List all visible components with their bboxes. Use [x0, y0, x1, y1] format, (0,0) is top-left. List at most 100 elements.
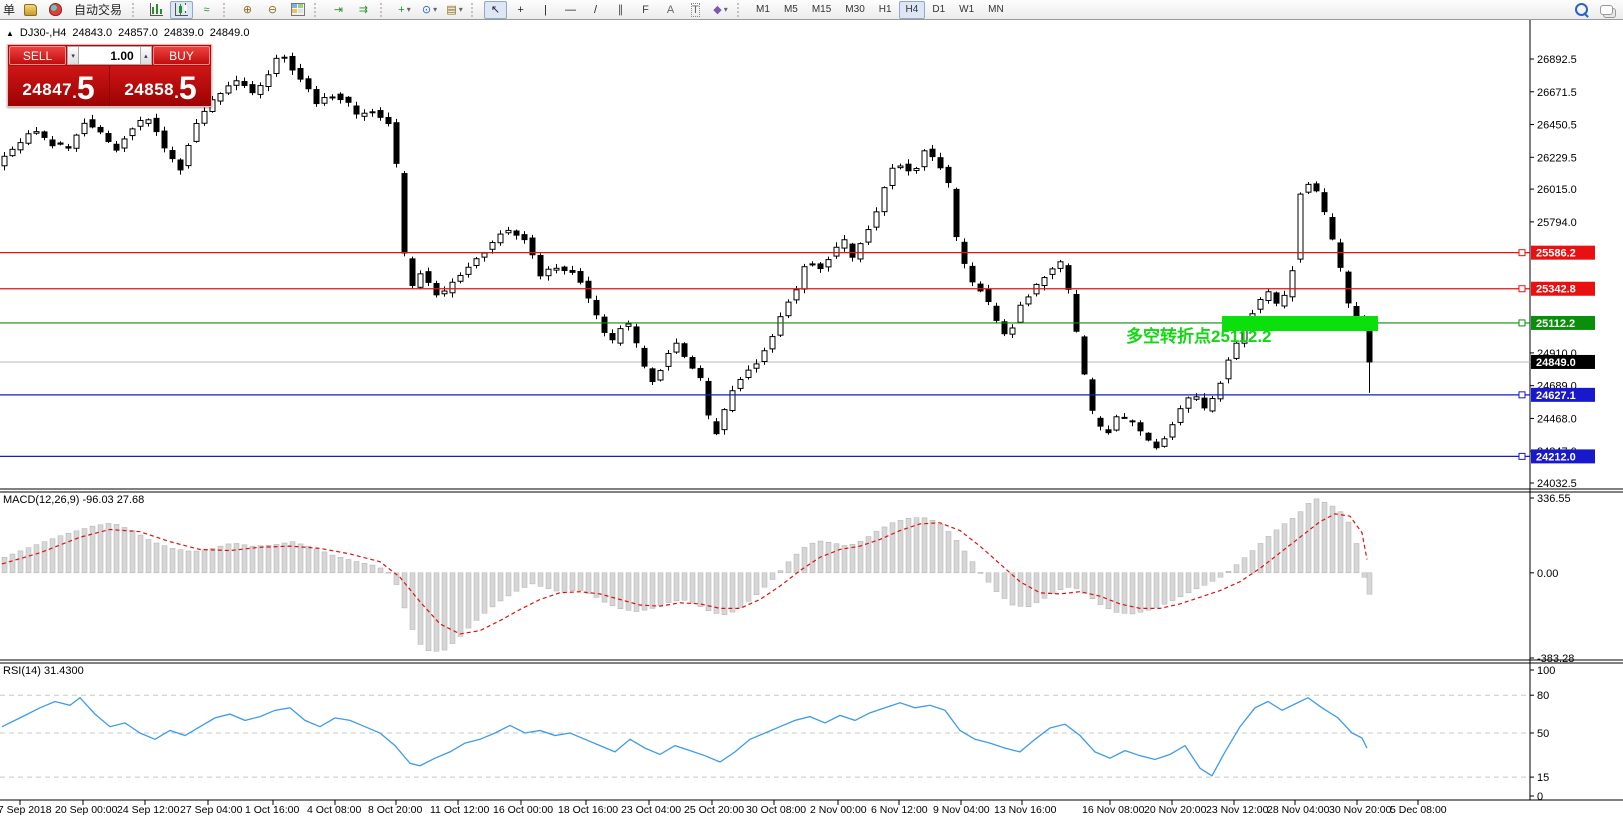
dropdown-caret-icon[interactable]: ▾ [406, 5, 411, 14]
symbol-ohlc-bar: ▲ DJ30-,H4 24843.0 24857.0 24839.0 24849… [6, 27, 249, 39]
rsi-name: RSI(14) [3, 665, 41, 677]
toolbar-separator [737, 2, 746, 17]
timeframe-M15[interactable]: M15 [811, 4, 832, 15]
date-label: 17 Sep 2018 [0, 804, 52, 816]
date-label: 16 Oct 00:00 [493, 804, 553, 816]
chart-window: 26892.5 26671.5 26450.5 26229.5 26015.0 25794… [0, 20, 1623, 820]
tile-windows-icon[interactable] [286, 1, 309, 19]
rsi-value: 31.4300 [43, 665, 84, 677]
sell-button[interactable]: SELL [9, 46, 66, 65]
horizontal-line-icon[interactable]: — [559, 1, 582, 19]
toolbar-right-icons [1575, 3, 1613, 16]
search-icon[interactable] [1575, 3, 1588, 16]
dropdown-caret-icon[interactable]: ▾ [433, 5, 438, 14]
rsi-tick-label: 0 [1537, 791, 1543, 803]
zoom-in-icon[interactable]: ⊕ [236, 1, 259, 19]
periods-icon: ⊙ [421, 4, 432, 16]
timeframe-H1[interactable]: H1 [878, 4, 892, 15]
fibonacci-icon[interactable]: F [634, 1, 657, 19]
timeframe-MN[interactable]: MN [988, 4, 1004, 15]
shift-chart-icon[interactable]: ⇥ [327, 1, 350, 19]
trash-bucket-icon[interactable] [44, 1, 67, 19]
trendline-icon: / [594, 3, 598, 16]
price-tick-label: 26015.0 [1537, 184, 1577, 196]
timeframe-M1[interactable]: M1 [756, 4, 770, 15]
new-order-icon [24, 3, 38, 16]
timeframe-M5[interactable]: M5 [783, 4, 798, 15]
buy-price[interactable]: 24858 . 5 [110, 66, 211, 106]
date-label: 28 Nov 04:00 [1267, 804, 1330, 816]
chart-canvas: 26892.5 26671.5 26450.5 26229.5 26015.0 25794… [0, 20, 1623, 816]
macd-signal-line [1, 513, 1368, 635]
toolbar-separator [380, 2, 389, 17]
text-label-icon[interactable]: T [684, 1, 707, 19]
timeframe-D1[interactable]: D1 [932, 4, 946, 15]
buy-price-big-digit: 5 [178, 70, 197, 106]
rsi-tick-label: 80 [1537, 690, 1549, 702]
dropdown-caret-icon[interactable]: ▾ [723, 5, 728, 14]
zoom-in-icon: ⊕ [242, 4, 253, 16]
trendline-icon[interactable]: / [584, 1, 607, 19]
date-label: 11 Oct 12:00 [430, 804, 490, 816]
chat-icon[interactable] [1600, 4, 1613, 15]
line-chart-icon[interactable]: ≈ [195, 1, 218, 19]
volume-stepper: ▾ ▴ [67, 46, 152, 65]
crosshair-icon[interactable]: + [509, 1, 532, 19]
price-tick-label: 24032.5 [1537, 478, 1577, 490]
volume-input[interactable] [79, 46, 140, 65]
level-handle[interactable] [1518, 452, 1526, 460]
text-icon[interactable]: A [659, 1, 682, 19]
toolbar-separator [471, 2, 480, 17]
price-tag: 25342.8 [1536, 284, 1576, 296]
auto-scroll-icon: ⇉ [358, 4, 369, 16]
toolbar-separator [223, 2, 232, 17]
rsi-tick-label: 100 [1537, 665, 1555, 677]
vertical-line-icon[interactable]: | [534, 1, 557, 19]
buy-price-dot: . [174, 83, 179, 102]
date-label: 8 Oct 20:00 [368, 804, 422, 816]
volume-increase-button[interactable]: ▴ [139, 46, 152, 65]
macd-value: -96.03 [82, 494, 114, 506]
periods-icon[interactable]: ⊙ ▾ [418, 1, 441, 19]
dropdown-caret-icon[interactable]: ▾ [458, 5, 463, 14]
vertical-line-icon: | [544, 3, 547, 16]
toolbar-separator [314, 2, 323, 17]
timeframe-M30[interactable]: M30 [845, 4, 865, 15]
level-handle[interactable] [1518, 285, 1526, 293]
price-tag: 25112.2 [1536, 318, 1575, 330]
price-tag: 24849.0 [1536, 357, 1576, 369]
tile-windows-icon [290, 3, 305, 16]
arrows-icon: ◆ [713, 4, 722, 16]
date-label: 24 Sep 12:00 [117, 804, 180, 816]
date-label: 23 Nov 12:00 [1206, 804, 1269, 816]
arrows-icon[interactable]: ◆ ▾ [709, 1, 732, 19]
buy-price-main: 24858 [124, 80, 175, 99]
timeframe-W1[interactable]: W1 [959, 4, 975, 15]
highlight-rectangle[interactable] [1222, 316, 1378, 331]
auto-trading-button[interactable]: 自动交易 [74, 3, 123, 17]
collapse-arrow-icon[interactable]: ▲ [6, 28, 14, 38]
level-handle[interactable] [1518, 319, 1526, 327]
equidistant-channel-icon[interactable]: ∥ [609, 1, 632, 19]
level-handle[interactable] [1518, 391, 1526, 399]
bar-chart-icon[interactable] [145, 1, 168, 19]
macd-histogram [1, 498, 1373, 652]
auto-scroll-icon[interactable]: ⇉ [352, 1, 375, 19]
ohlc-close: 24849.0 [209, 27, 250, 39]
chart-text-annotation[interactable]: 多空转折点25112.2 [1126, 327, 1272, 346]
buy-button[interactable]: BUY [153, 46, 210, 65]
price-tick-label: 26671.5 [1537, 87, 1577, 99]
zoom-out-icon[interactable]: ⊖ [261, 1, 284, 19]
template-icon[interactable]: ▤ ▾ [443, 1, 466, 19]
volume-decrease-button[interactable]: ▾ [67, 46, 80, 65]
level-handle[interactable] [1518, 249, 1526, 257]
sell-price[interactable]: 24847 . 5 [8, 66, 110, 106]
add-indicator-icon[interactable]: + ▾ [393, 1, 416, 19]
price-tick-label: 25794.0 [1537, 217, 1577, 229]
date-label: 30 Oct 08:00 [746, 804, 806, 816]
candlestick-chart-icon[interactable] [170, 0, 194, 19]
new-order-icon[interactable] [19, 1, 42, 19]
text-label-icon: T [691, 2, 700, 17]
cursor-icon[interactable]: ↖ [484, 0, 508, 19]
timeframe-H4[interactable]: H4 [898, 0, 926, 19]
